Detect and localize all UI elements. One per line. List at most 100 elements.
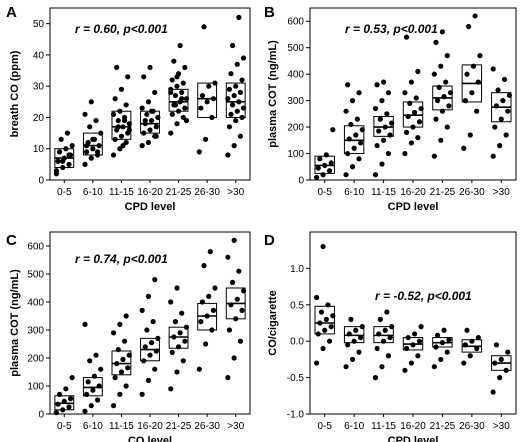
data-point <box>330 127 336 133</box>
data-point <box>474 345 480 352</box>
data-point <box>317 156 323 162</box>
y-tick-label: 300 <box>27 326 44 337</box>
data-point <box>325 302 331 308</box>
correlation-annotation: r = 0.60, p<0.001 <box>75 22 168 36</box>
data-point <box>168 89 174 96</box>
data-point <box>60 158 66 164</box>
data-point <box>175 108 182 114</box>
data-point <box>94 397 101 403</box>
data-point <box>152 277 158 283</box>
data-point <box>141 74 147 80</box>
x-axis-title: CPD level <box>388 435 439 442</box>
data-point <box>410 342 416 348</box>
data-point <box>229 42 236 49</box>
data-point <box>206 293 212 299</box>
data-point <box>177 42 183 49</box>
data-point <box>353 327 359 333</box>
data-point <box>85 379 91 385</box>
data-point <box>359 324 365 330</box>
data-point <box>475 334 481 341</box>
data-point <box>183 96 190 102</box>
data-point <box>66 152 72 158</box>
data-point <box>148 117 155 124</box>
data-point <box>474 108 480 114</box>
data-point <box>490 153 496 159</box>
data-point <box>447 90 454 96</box>
y-tick-label: 0 <box>38 410 44 421</box>
data-point <box>225 254 231 260</box>
data-point <box>462 342 468 348</box>
data-point <box>209 114 215 121</box>
data-point <box>168 386 174 392</box>
data-point <box>228 111 234 117</box>
data-point <box>63 146 69 152</box>
data-point <box>497 375 503 381</box>
x-axis-title: CPD level <box>388 201 439 213</box>
x-tick-label: 11-15 <box>371 421 396 432</box>
data-point <box>147 127 153 133</box>
data-point <box>236 14 242 20</box>
data-point <box>405 334 411 341</box>
data-point <box>117 108 123 114</box>
data-point <box>412 109 418 116</box>
data-point <box>374 143 380 149</box>
data-point <box>229 102 236 108</box>
data-point <box>356 349 362 355</box>
data-point <box>500 98 506 104</box>
data-point <box>239 114 245 121</box>
data-point <box>446 337 452 343</box>
data-point <box>403 129 410 135</box>
data-point <box>467 132 473 138</box>
x-tick-label: 0-5 <box>317 187 332 198</box>
data-point <box>407 100 413 106</box>
data-point <box>497 143 503 149</box>
data-point <box>237 133 244 139</box>
data-point <box>498 356 504 362</box>
data-point <box>120 356 126 362</box>
data-point <box>121 117 128 124</box>
data-point <box>121 338 128 344</box>
correlation-annotation: r = -0.52, p<0.001 <box>375 289 472 303</box>
data-point <box>389 324 395 330</box>
data-point <box>82 161 88 167</box>
data-point <box>239 77 245 83</box>
data-point <box>126 121 132 127</box>
data-point <box>83 391 90 397</box>
data-point <box>374 82 380 88</box>
x-tick-label: 6-10 <box>344 187 364 198</box>
data-point <box>202 341 209 347</box>
data-point <box>354 116 360 122</box>
data-point <box>323 152 329 158</box>
correlation-annotation: r = 0.74, p<0.001 <box>75 252 168 266</box>
data-point <box>118 133 125 139</box>
data-point <box>343 172 349 178</box>
data-point <box>346 331 352 337</box>
y-tick-label: -1.0 <box>287 410 305 421</box>
data-point <box>126 352 132 358</box>
x-tick-label: 16-20 <box>137 187 163 198</box>
data-point <box>403 34 410 40</box>
data-point <box>87 358 93 364</box>
data-point <box>183 324 190 330</box>
data-point <box>64 130 71 136</box>
data-point <box>359 127 365 133</box>
data-point <box>233 117 239 124</box>
data-point <box>431 71 437 77</box>
data-point <box>418 324 424 330</box>
data-point <box>148 340 155 346</box>
data-point <box>112 136 118 142</box>
data-point <box>180 358 186 364</box>
data-point <box>66 404 72 410</box>
data-point <box>182 338 188 344</box>
data-point <box>461 145 467 151</box>
data-point <box>229 279 236 285</box>
data-point <box>198 319 204 325</box>
data-point <box>142 117 148 124</box>
data-point <box>343 364 349 370</box>
data-point <box>56 391 63 397</box>
data-point <box>346 136 352 142</box>
data-point <box>506 92 512 98</box>
data-point <box>356 156 362 162</box>
data-point <box>145 377 152 383</box>
data-point <box>179 89 185 96</box>
